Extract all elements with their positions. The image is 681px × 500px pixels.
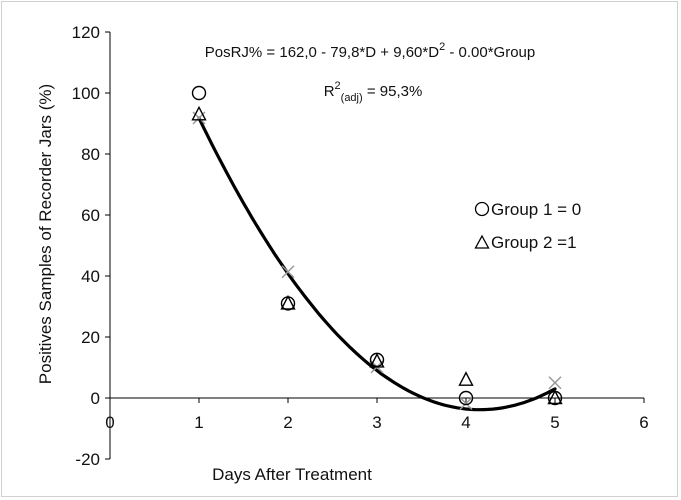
r2-superscript: 2 [335, 80, 341, 92]
legend-label-group2: Group 2 =1 [491, 233, 577, 252]
y-tick-label: 100 [72, 84, 100, 103]
r2-value: = 95,3% [363, 83, 423, 100]
fitted-marker-stroke [459, 396, 473, 411]
y-tick-label: 120 [72, 23, 100, 42]
x-tick-label: 4 [461, 413, 470, 432]
x-tick-label: 2 [283, 413, 292, 432]
fitted-value-marker [281, 265, 295, 279]
x-tick-labels: 0 1 2 3 4 5 6 [105, 413, 648, 432]
x-tick-label: 5 [550, 413, 559, 432]
r-squared-label: R2(adj) = 95,3% [324, 80, 423, 104]
x-tick-label: 1 [194, 413, 203, 432]
y-tick-labels: -20 0 20 40 60 80 100 120 [72, 23, 100, 469]
legend-item-group2: Group 2 =1 [474, 233, 577, 252]
equation-superscript: 2 [439, 41, 445, 53]
group2-triangle-point [191, 105, 207, 121]
y-tick-label: 60 [81, 206, 100, 225]
group2-triangle-point [547, 389, 563, 405]
legend: Group 1 = 0 Group 2 =1 [474, 200, 581, 252]
y-axis-title: Positives Samples of Recorder Jars (%) [36, 84, 55, 384]
regression-equation: PosRJ% = 162,0 - 79,8*D + 9,60*D2 - 0.00… [205, 41, 536, 61]
legend-circle-marker [474, 201, 490, 217]
group2-triangle-point [280, 294, 296, 310]
fit-curve [197, 116, 557, 412]
x-axis-title: Days After Treatment [212, 465, 372, 484]
legend-label-group1: Group 1 = 0 [491, 200, 581, 219]
y-tick-label: 80 [81, 145, 100, 164]
x-tick-label: 0 [105, 413, 114, 432]
group2-triangle-point [369, 352, 385, 368]
equation-tail: - 0.00*Group [445, 44, 535, 61]
fitted-marker-stroke [281, 265, 295, 279]
group2-triangle-point [458, 371, 474, 386]
fitted-value-marker [548, 376, 562, 390]
fitted-value-marker [192, 111, 206, 125]
legend-item-group1: Group 1 = 0 [474, 200, 581, 219]
fit-curve-layer [197, 116, 557, 412]
x-tick-label: 3 [372, 413, 381, 432]
y-tick-label: -20 [75, 450, 100, 469]
data-markers [191, 85, 563, 411]
group1-circle-point [280, 296, 296, 311]
r2-letter: R [324, 83, 335, 100]
fitted-marker-stroke [548, 376, 562, 390]
legend-triangle-marker [474, 234, 490, 249]
r2-subscript: (adj) [341, 92, 363, 104]
equation-main: PosRJ% = 162,0 - 79,8*D + 9,60*D [205, 44, 439, 61]
y-tick-label: 20 [81, 328, 100, 347]
group1-circle-point [191, 85, 207, 101]
x-tick-label: 6 [639, 413, 648, 432]
chart-axes [105, 31, 645, 460]
y-tick-label: 40 [81, 267, 100, 286]
y-tick-label: 0 [91, 389, 100, 408]
fitted-value-marker [459, 396, 473, 411]
group1-circle-point [458, 390, 474, 406]
